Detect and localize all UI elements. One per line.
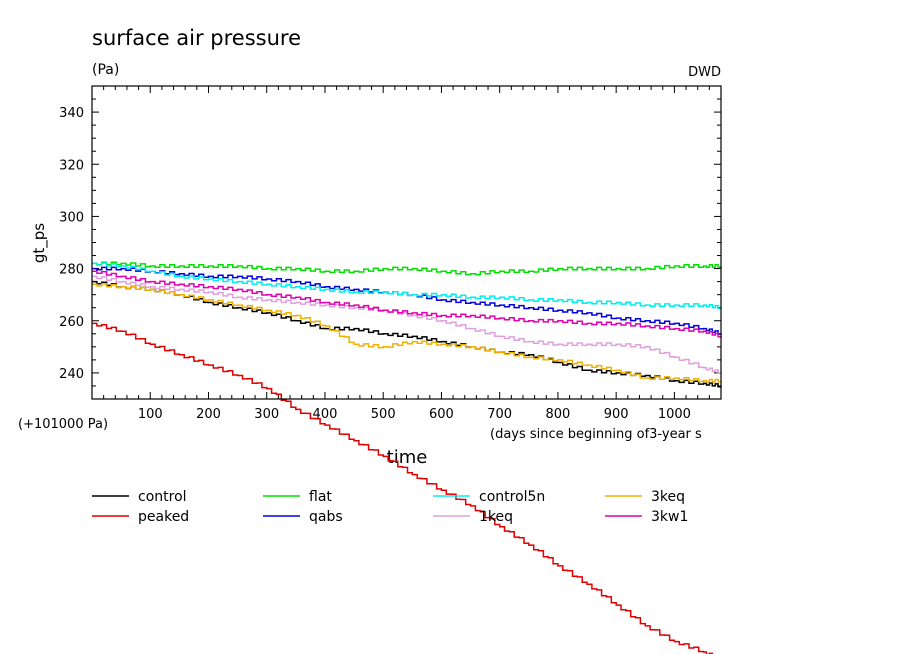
x-tick-label: 700 [487,407,512,422]
y-tick-label: 280 [59,263,84,278]
y-tick-label: 300 [59,210,84,225]
legend-label-peaked: peaked [138,509,189,525]
x-tick-label: 600 [429,407,454,422]
legend-label-control5n: control5n [479,489,545,505]
x-tick-label: 1000 [658,407,691,422]
chart-title: surface air pressure [92,26,301,50]
series-line-1keq [92,275,722,374]
x-tick-label: 900 [604,407,629,422]
x-axis-label: time [387,447,428,468]
x-tick-label: 800 [546,407,571,422]
series-line-peaked [92,322,714,654]
legend-label-flat: flat [309,489,332,505]
legend-label-control: control [138,489,187,505]
y-tick-label: 240 [59,367,84,382]
series-line-control5n [92,262,722,310]
series-line-3kw1 [92,270,722,338]
legend: control flat control5n 3keq peaked qabs 1keq 3k… [92,489,688,525]
legend-label-3keq: 3keq [651,489,685,505]
x-tick-label: 200 [196,407,221,422]
chart-source: DWD [688,65,721,80]
series-lines [92,261,722,654]
legend-label-qabs: qabs [309,509,343,525]
x-tick-label: 300 [254,407,279,422]
y-axis-label: gt_ps [30,223,49,263]
x-tick-label: 100 [138,407,163,422]
legend-label-1keq: 1keq [479,509,513,525]
y-tick-label: 340 [59,106,84,121]
plot-frame [91,85,722,400]
y-tick-label: 320 [59,158,84,173]
series-line-flat [92,261,722,276]
x-axis-units: (days since beginning of3-year s [490,427,702,442]
y-offset-label: (+101000 Pa) [18,417,108,432]
axis-tick-labels: 100 200 300 400 500 600 700 800 900 1000 240 260 280… [59,106,691,422]
x-tick-label: 500 [371,407,396,422]
legend-label-3kw1: 3kw1 [651,509,688,525]
series-line-3keq [92,283,722,383]
chart-units: (Pa) [92,62,119,78]
x-tick-label: 400 [313,407,338,422]
y-tick-label: 260 [59,315,84,330]
